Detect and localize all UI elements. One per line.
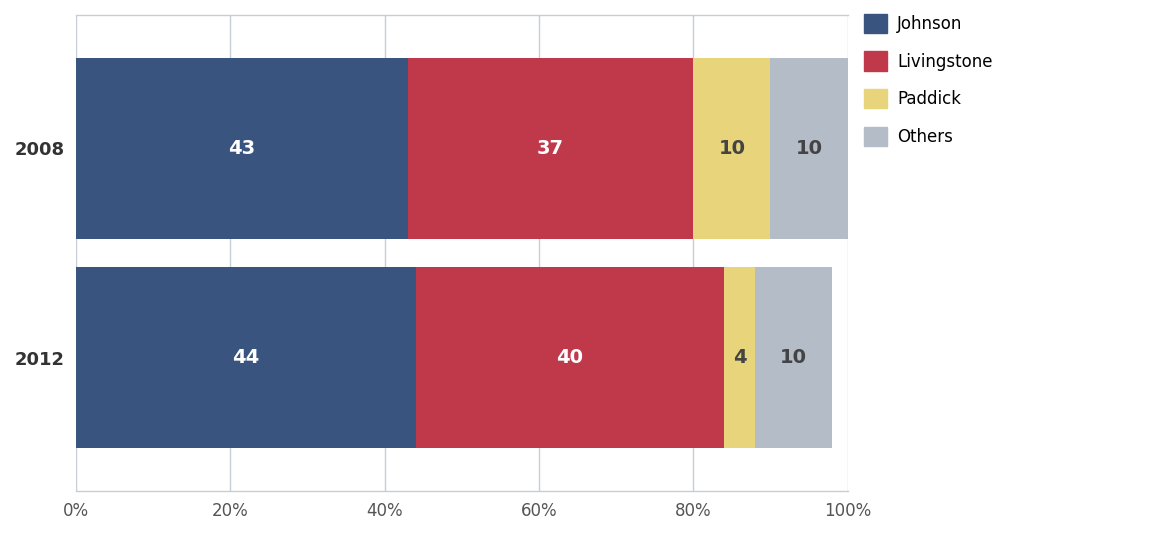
- Bar: [76, 58, 408, 239]
- Text: 37: 37: [537, 139, 564, 158]
- Text: 40: 40: [556, 348, 583, 367]
- Text: 44: 44: [232, 348, 259, 367]
- Bar: [771, 58, 848, 239]
- Legend: Johnson, Livingstone, Paddick, Others: Johnson, Livingstone, Paddick, Others: [863, 14, 992, 146]
- Bar: [76, 267, 415, 448]
- Bar: [415, 267, 724, 448]
- Text: 10: 10: [780, 348, 807, 367]
- Text: 10: 10: [795, 139, 822, 158]
- Text: 4: 4: [733, 348, 746, 367]
- Bar: [724, 267, 755, 448]
- Text: 43: 43: [229, 139, 256, 158]
- Bar: [755, 267, 832, 448]
- Text: 10: 10: [718, 139, 745, 158]
- Bar: [408, 58, 693, 239]
- Bar: [693, 58, 771, 239]
